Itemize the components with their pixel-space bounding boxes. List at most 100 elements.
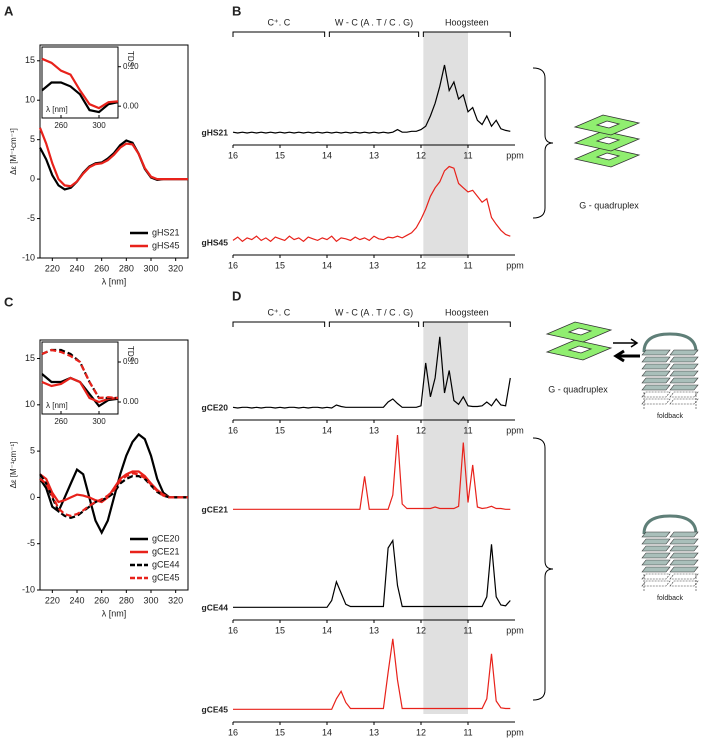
x-tick-label: 14 — [322, 425, 332, 435]
diagram-label: foldback — [657, 413, 684, 420]
region-bracket — [422, 321, 511, 327]
cd-line — [39, 472, 188, 518]
x-tick-label: 300 — [143, 595, 158, 605]
cd-line — [39, 432, 188, 536]
x-tick-label: 16 — [228, 425, 238, 435]
bracket — [532, 67, 554, 219]
x-tick-label: 14 — [322, 727, 332, 737]
y-tick-label: 5 — [30, 445, 35, 455]
x-tick-label: 13 — [369, 150, 379, 160]
y-tick-label: -5 — [27, 213, 35, 223]
region-label: W - C (A . T / C . G) — [335, 307, 413, 317]
x-tick-label: 12 — [416, 150, 426, 160]
x-tick-label: 15 — [275, 150, 285, 160]
y-tick-label: 15 — [25, 55, 35, 65]
equilibrium-arrow — [613, 349, 640, 363]
cd-line — [41, 348, 119, 400]
y-tick-label: 10 — [25, 95, 35, 105]
spectrum — [232, 165, 511, 243]
inset-x-tick-label: 260 — [54, 121, 68, 130]
y-tick-label: -5 — [27, 538, 35, 548]
x-axis-label: λ [nm] — [102, 608, 127, 618]
x-tick-label: 13 — [369, 260, 379, 270]
inset-x-label: λ [nm] — [46, 401, 68, 410]
inset-y-tick-label: 0.10 — [123, 357, 139, 366]
y-axis-label: Δε [M⁻¹cm⁻¹] — [9, 128, 18, 175]
x-tick-label: 280 — [119, 595, 134, 605]
plot-frame — [39, 339, 189, 591]
cd-line — [38, 127, 188, 188]
foldback-icon — [640, 514, 700, 594]
y-tick-label: 0 — [30, 173, 35, 183]
x-axis-label: ppm — [506, 625, 524, 635]
inset-y-tick-label: 0.00 — [123, 397, 139, 406]
spectrum-name: gCE45 — [202, 704, 229, 714]
y-tick-label: 0 — [30, 492, 35, 502]
region-label: C⁺. C — [267, 307, 290, 317]
x-tick-label: 16 — [228, 150, 238, 160]
x-axis-label: λ [nm] — [102, 276, 127, 286]
spectrum-name: gHS21 — [202, 127, 229, 137]
plot-frame — [39, 44, 189, 259]
x-tick-label: 12 — [416, 260, 426, 270]
spectrum — [232, 336, 511, 409]
x-tick-label: 13 — [369, 625, 379, 635]
x-tick-label: 15 — [275, 625, 285, 635]
x-tick-label: 220 — [45, 595, 60, 605]
x-tick-label: 280 — [119, 263, 134, 273]
inset-x-tick-label: 300 — [92, 121, 106, 130]
inset-y-label: TDS — [126, 346, 135, 362]
inset-x-tick-label: 260 — [54, 417, 68, 426]
x-tick-label: 16 — [228, 260, 238, 270]
inset-y-label: TDS — [126, 51, 135, 67]
spectrum — [233, 538, 511, 608]
y-tick-label: 5 — [30, 134, 35, 144]
x-tick-label: 11 — [463, 150, 472, 160]
legend-label: gCE20 — [152, 533, 180, 543]
legend-label: gCE45 — [152, 572, 180, 582]
x-tick-label: 11 — [463, 260, 472, 270]
legend-label: gCE21 — [152, 546, 180, 556]
x-axis-label: ppm — [506, 260, 524, 270]
x-tick-label: 15 — [275, 425, 285, 435]
x-tick-label: 16 — [228, 727, 238, 737]
x-tick-label: 12 — [416, 425, 426, 435]
region-bracket — [232, 31, 326, 37]
spectrum — [233, 434, 511, 510]
diagram-label: foldback — [657, 595, 684, 602]
y-tick-label: -10 — [22, 584, 35, 594]
x-tick-label: 14 — [322, 625, 332, 635]
legend-label: gCE44 — [152, 559, 180, 569]
diagram-label: G - quadruplex — [548, 384, 608, 394]
x-tick-label: 12 — [416, 727, 426, 737]
diagram-label: G - quadruplex — [579, 200, 639, 210]
legend-label: gHS21 — [152, 227, 180, 237]
quadruplex-plate — [546, 339, 612, 361]
panel-label: A — [4, 3, 14, 18]
x-tick-label: 11 — [463, 625, 472, 635]
inset-x-label: λ [nm] — [46, 105, 68, 114]
x-tick-label: 320 — [168, 595, 183, 605]
cd-line — [41, 376, 119, 404]
x-tick-label: 220 — [45, 263, 60, 273]
spectrum-name: gHS45 — [202, 237, 229, 247]
cd-line — [41, 81, 119, 114]
x-tick-label: 13 — [369, 425, 379, 435]
region-label: Hoogsteen — [445, 307, 489, 317]
x-tick-label: 240 — [69, 263, 84, 273]
inset-x-tick-label: 300 — [92, 417, 106, 426]
cd-line — [39, 473, 188, 519]
spectrum-name: gCE20 — [202, 402, 229, 412]
panel-label: C — [4, 294, 14, 309]
x-axis-label: ppm — [506, 425, 524, 435]
cd-line — [41, 57, 119, 110]
quadruplex-plate — [574, 114, 640, 136]
x-tick-label: 260 — [94, 595, 109, 605]
y-tick-label: 10 — [25, 399, 35, 409]
x-tick-label: 13 — [369, 727, 379, 737]
region-bracket — [328, 31, 420, 37]
spectrum-name: gCE21 — [202, 504, 229, 514]
x-tick-label: 15 — [275, 727, 285, 737]
bracket — [532, 437, 554, 701]
foldback-icon — [640, 332, 700, 412]
